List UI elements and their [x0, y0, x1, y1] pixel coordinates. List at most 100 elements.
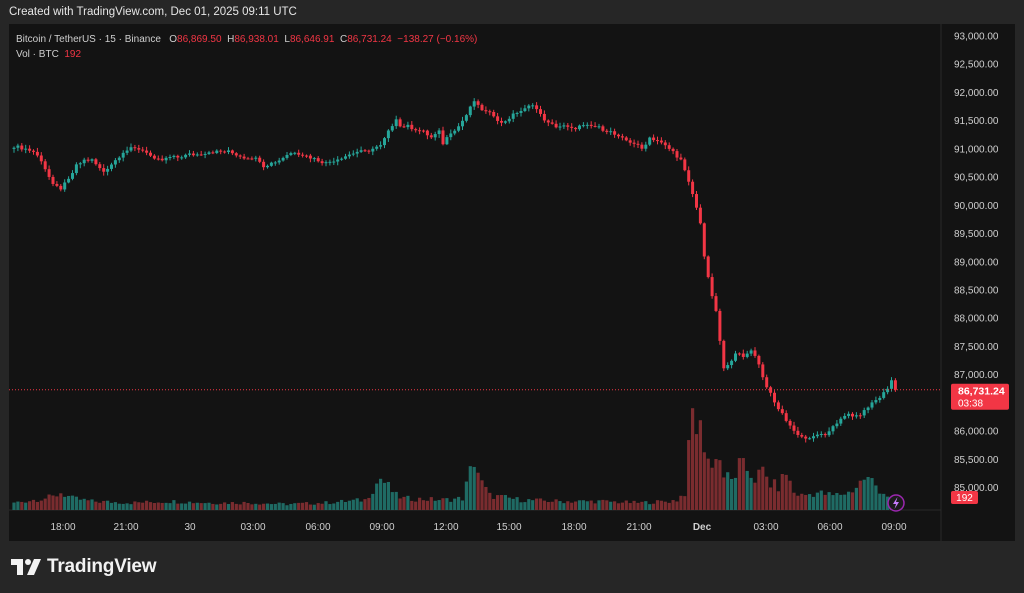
candle-body[interactable]	[620, 136, 624, 138]
candle-body[interactable]	[804, 436, 808, 439]
candle-body[interactable]	[617, 134, 620, 137]
candle-body[interactable]	[854, 415, 858, 417]
candle-body[interactable]	[741, 353, 745, 357]
candle-body[interactable]	[82, 159, 86, 164]
candle-body[interactable]	[16, 145, 20, 148]
candle-body[interactable]	[503, 121, 507, 123]
candle-body[interactable]	[734, 353, 737, 361]
candle-body[interactable]	[188, 153, 191, 155]
candle-body[interactable]	[289, 153, 293, 155]
candle-body[interactable]	[113, 160, 117, 165]
candle-body[interactable]	[152, 155, 156, 159]
candle-body[interactable]	[254, 157, 258, 159]
chart-panel[interactable]: 93,000.00 92,500.00 92,000.00 91,500.00 91,0…	[9, 24, 1015, 541]
candle-body[interactable]	[500, 120, 503, 123]
candle-body[interactable]	[63, 182, 67, 190]
candle-body[interactable]	[878, 397, 882, 401]
candle-body[interactable]	[523, 108, 527, 112]
candle-body[interactable]	[753, 350, 757, 356]
candle-body[interactable]	[749, 350, 753, 354]
candle-body[interactable]	[453, 130, 457, 134]
candle-body[interactable]	[831, 426, 835, 432]
candle-body[interactable]	[581, 125, 585, 127]
candle-body[interactable]	[570, 126, 574, 128]
candle-body[interactable]	[293, 152, 297, 154]
candle-body[interactable]	[308, 155, 312, 159]
tradingview-brand[interactable]: TradingView	[11, 556, 157, 578]
candle-body[interactable]	[390, 126, 394, 131]
candle-body[interactable]	[710, 277, 714, 297]
candle-body[interactable]	[819, 433, 823, 435]
candle-body[interactable]	[12, 147, 16, 149]
candle-body[interactable]	[722, 340, 726, 369]
candle-body[interactable]	[172, 155, 176, 158]
candle-body[interactable]	[776, 402, 780, 410]
candle-body[interactable]	[492, 111, 496, 117]
candle-body[interactable]	[593, 125, 597, 127]
candle-body[interactable]	[102, 168, 106, 172]
candle-body[interactable]	[874, 400, 878, 403]
candle-body[interactable]	[890, 380, 893, 389]
candle-body[interactable]	[246, 158, 250, 160]
candle-body[interactable]	[211, 152, 215, 154]
candle-body[interactable]	[800, 434, 804, 437]
candle-body[interactable]	[862, 410, 866, 416]
candle-body[interactable]	[445, 137, 449, 145]
candle-body[interactable]	[149, 152, 152, 156]
candle-body[interactable]	[827, 431, 831, 436]
candle-body[interactable]	[601, 126, 605, 131]
candle-body[interactable]	[281, 157, 285, 161]
candle-body[interactable]	[137, 148, 141, 150]
candle-body[interactable]	[418, 130, 422, 132]
candle-body[interactable]	[234, 153, 238, 156]
candle-body[interactable]	[546, 120, 550, 123]
candle-body[interactable]	[605, 130, 609, 132]
candle-body[interactable]	[765, 377, 769, 388]
candle-body[interactable]	[558, 126, 562, 128]
candle-body[interactable]	[363, 150, 367, 152]
candle-body[interactable]	[659, 140, 663, 143]
candle-body[interactable]	[823, 433, 827, 436]
candle-body[interactable]	[98, 164, 102, 169]
candle-body[interactable]	[812, 436, 815, 439]
candle-body[interactable]	[585, 124, 589, 126]
candle-body[interactable]	[667, 145, 671, 149]
candle-body[interactable]	[71, 173, 74, 179]
candle-body[interactable]	[792, 425, 796, 431]
candle-body[interactable]	[340, 158, 344, 160]
candle-body[interactable]	[269, 162, 273, 166]
candle-body[interactable]	[20, 145, 24, 150]
candle-body[interactable]	[328, 161, 332, 163]
candle-body[interactable]	[893, 380, 897, 390]
candle-body[interactable]	[773, 392, 776, 403]
candle-body[interactable]	[207, 152, 211, 154]
candle-body[interactable]	[695, 194, 698, 208]
candle-body[interactable]	[839, 418, 843, 424]
candle-body[interactable]	[535, 105, 539, 110]
candle-body[interactable]	[90, 159, 94, 161]
candle-body[interactable]	[542, 113, 546, 121]
candle-body[interactable]	[55, 183, 59, 186]
candle-body[interactable]	[164, 157, 168, 161]
candle-body[interactable]	[562, 125, 566, 127]
candle-body[interactable]	[156, 158, 160, 160]
candle-body[interactable]	[441, 130, 445, 145]
candle-body[interactable]	[273, 162, 277, 164]
candle-body[interactable]	[835, 423, 839, 427]
candle-body[interactable]	[355, 151, 359, 154]
candle-body[interactable]	[277, 160, 281, 163]
candle-body[interactable]	[145, 150, 149, 153]
candle-body[interactable]	[410, 124, 414, 130]
candle-body[interactable]	[316, 158, 320, 162]
candle-body[interactable]	[383, 138, 386, 146]
price-chart[interactable]: 93,000.00 92,500.00 92,000.00 91,500.00 91,0…	[9, 24, 1015, 541]
candle-body[interactable]	[433, 134, 437, 138]
candle-body[interactable]	[663, 142, 667, 146]
candle-body[interactable]	[39, 155, 43, 162]
candle-body[interactable]	[78, 163, 82, 165]
candle-body[interactable]	[59, 185, 63, 190]
candle-body[interactable]	[320, 161, 324, 164]
candle-body[interactable]	[457, 126, 461, 131]
candle-body[interactable]	[223, 151, 227, 153]
candle-body[interactable]	[531, 105, 535, 107]
